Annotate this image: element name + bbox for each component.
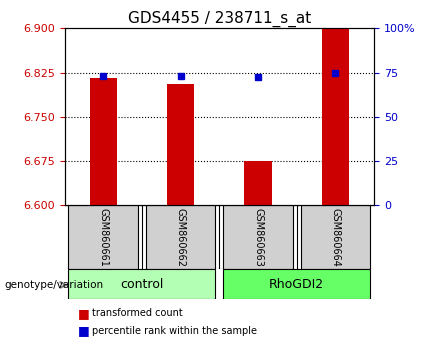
- Title: GDS4455 / 238711_s_at: GDS4455 / 238711_s_at: [128, 11, 311, 27]
- Text: ■: ■: [77, 307, 89, 320]
- Text: control: control: [120, 278, 163, 291]
- Text: GSM860663: GSM860663: [253, 208, 263, 267]
- Text: RhoGDI2: RhoGDI2: [269, 278, 324, 291]
- Text: ■: ■: [77, 325, 89, 337]
- Text: percentile rank within the sample: percentile rank within the sample: [92, 326, 258, 336]
- Text: genotype/variation: genotype/variation: [4, 280, 104, 290]
- Text: GSM860664: GSM860664: [330, 208, 341, 267]
- Text: GSM860662: GSM860662: [175, 208, 186, 267]
- FancyBboxPatch shape: [223, 205, 293, 269]
- FancyBboxPatch shape: [301, 205, 370, 269]
- FancyBboxPatch shape: [146, 205, 215, 269]
- Text: GSM860661: GSM860661: [98, 208, 108, 267]
- Text: transformed count: transformed count: [92, 308, 183, 318]
- FancyBboxPatch shape: [68, 269, 215, 299]
- Bar: [244, 161, 272, 205]
- FancyBboxPatch shape: [68, 205, 138, 269]
- Bar: [322, 28, 349, 205]
- FancyBboxPatch shape: [223, 269, 370, 299]
- Bar: [89, 79, 117, 205]
- Bar: [167, 84, 194, 205]
